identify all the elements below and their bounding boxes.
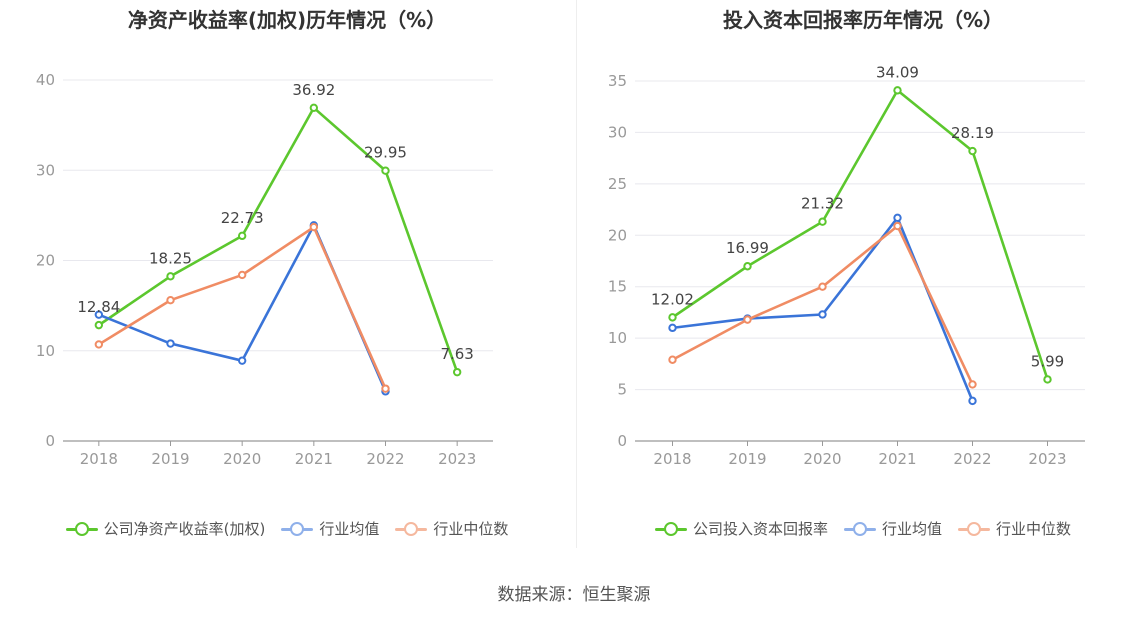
roe-chart-legend: 公司净资产收益率(加权) 行业均值 行业中位数 (0, 518, 574, 539)
data-point-company[interactable] (381, 166, 390, 175)
legend-label: 公司净资产收益率(加权) (103, 520, 266, 538)
data-point-company[interactable] (893, 86, 902, 95)
data-point-median[interactable] (309, 222, 319, 232)
x-tick-label: 2022 (366, 450, 404, 468)
data-point-median[interactable] (237, 270, 247, 280)
data-point-avg[interactable] (893, 213, 902, 223)
data-point-company[interactable] (166, 272, 175, 281)
legend-label: 行业中位数 (433, 520, 509, 538)
roic-chart-legend: 公司投入资本回报率 行业均值 行业中位数 (578, 518, 1148, 539)
data-point-company[interactable] (309, 103, 319, 112)
y-tick-label: 0 (617, 432, 627, 450)
y-tick-label: 30 (36, 161, 55, 179)
x-tick-label: 2019 (728, 450, 766, 468)
data-label: 12.02 (651, 290, 694, 308)
legend-label: 行业均值 (319, 520, 380, 538)
legend-item-company-roe[interactable]: 公司净资产收益率(加权) (65, 518, 266, 539)
data-point-avg[interactable] (968, 396, 977, 406)
legend-item-industry-avg[interactable]: 行业均值 (843, 518, 942, 539)
data-point-company[interactable] (94, 320, 104, 330)
data-point-median[interactable] (668, 355, 677, 364)
y-tick-label: 20 (36, 252, 55, 270)
data-point-company[interactable] (452, 367, 462, 377)
series-line-median (671, 224, 974, 385)
legend-item-industry-median[interactable]: 行业中位数 (958, 518, 1071, 539)
legend-label: 行业中位数 (996, 520, 1072, 538)
y-tick-label: 5 (617, 381, 627, 399)
legend-swatch-avg (281, 521, 314, 537)
data-point-company[interactable] (743, 262, 752, 271)
x-tick-label: 2023 (1028, 450, 1066, 468)
series-line-avg (98, 224, 387, 392)
y-tick-label: 10 (36, 342, 55, 360)
data-label: 18.25 (149, 249, 192, 267)
data-point-avg[interactable] (237, 356, 247, 365)
data-label: 36.92 (292, 81, 335, 99)
legend-item-industry-median[interactable]: 行业中位数 (395, 518, 508, 539)
x-tick-label: 2022 (953, 450, 991, 468)
legend-swatch-median (958, 521, 990, 537)
data-label: 16.99 (726, 239, 769, 257)
y-tick-label: 35 (608, 72, 627, 90)
legend-swatch-company (65, 521, 98, 537)
data-point-median[interactable] (381, 384, 390, 393)
series-line-company (98, 106, 459, 373)
x-tick-label: 2021 (295, 450, 333, 468)
data-point-median[interactable] (818, 282, 827, 291)
y-tick-label: 10 (608, 329, 627, 347)
x-tick-label: 2020 (803, 450, 841, 468)
legend-label: 公司投入资本回报率 (692, 520, 828, 538)
data-point-median[interactable] (166, 296, 175, 305)
data-label: 34.09 (876, 63, 919, 81)
data-point-avg[interactable] (94, 310, 104, 319)
data-point-avg[interactable] (166, 339, 175, 348)
y-tick-label: 0 (45, 432, 55, 450)
y-tick-label: 30 (608, 123, 627, 141)
legend-swatch-company (654, 521, 687, 537)
data-point-median[interactable] (968, 380, 977, 389)
roe-chart-plot: 0 10 20 30 40 2018 2019 2020 2021 2022 2023 12.84 18… (36, 71, 493, 468)
legend-swatch-avg (843, 521, 876, 537)
data-label: 28.19 (951, 124, 994, 142)
data-point-avg[interactable] (668, 323, 677, 333)
data-point-company[interactable] (818, 217, 827, 226)
legend-swatch-median (395, 521, 428, 537)
x-tick-label: 2018 (653, 450, 691, 468)
series-line-avg (672, 216, 974, 402)
x-tick-label: 2018 (80, 450, 118, 468)
legend-label: 行业均值 (881, 520, 942, 538)
roe-chart-title: 净资产收益率(加权)历年情况（%） (127, 8, 447, 32)
roe-chart-panel: 净资产收益率(加权)历年情况（%） 0 10 20 30 40 2018 2019 2020 2… (0, 0, 574, 560)
y-tick-label: 40 (36, 71, 55, 89)
data-label: 5.99 (1031, 352, 1064, 370)
y-tick-label: 20 (608, 226, 627, 244)
x-tick-label: 2023 (438, 450, 476, 468)
data-label: 12.84 (77, 298, 120, 316)
data-point-avg[interactable] (818, 310, 827, 319)
x-tick-label: 2020 (223, 450, 261, 468)
data-label: 29.95 (364, 144, 407, 162)
data-point-company[interactable] (237, 231, 247, 241)
data-point-company[interactable] (668, 313, 677, 322)
data-point-company[interactable] (1043, 375, 1052, 384)
data-label: 21.32 (801, 195, 844, 213)
data-point-median[interactable] (893, 221, 902, 231)
panel-divider (576, 0, 577, 548)
y-tick-label: 25 (608, 175, 627, 193)
roic-chart-plot: 0 5 10 15 20 25 30 35 2018 2019 2020 2021 2022 2023 12… (608, 63, 1085, 468)
legend-item-industry-avg[interactable]: 行业均值 (281, 518, 379, 539)
data-point-median[interactable] (743, 315, 752, 324)
data-point-company[interactable] (968, 146, 977, 156)
series-line-company (671, 89, 1049, 380)
roic-chart-panel: 投入资本回报率历年情况（%） 0 5 10 15 20 25 30 35 2018 2019 202… (578, 0, 1148, 560)
data-label: 7.63 (440, 345, 473, 363)
x-tick-label: 2021 (878, 450, 916, 468)
y-tick-label: 15 (608, 278, 627, 296)
data-source: 数据来源：恒生聚源 (497, 585, 651, 605)
legend-item-company-roic[interactable]: 公司投入资本回报率 (654, 518, 828, 539)
data-label: 22.73 (221, 209, 264, 227)
data-point-median[interactable] (94, 340, 104, 349)
x-tick-label: 2019 (151, 450, 189, 468)
roic-chart-title: 投入资本回报率历年情况（%） (722, 8, 1004, 32)
